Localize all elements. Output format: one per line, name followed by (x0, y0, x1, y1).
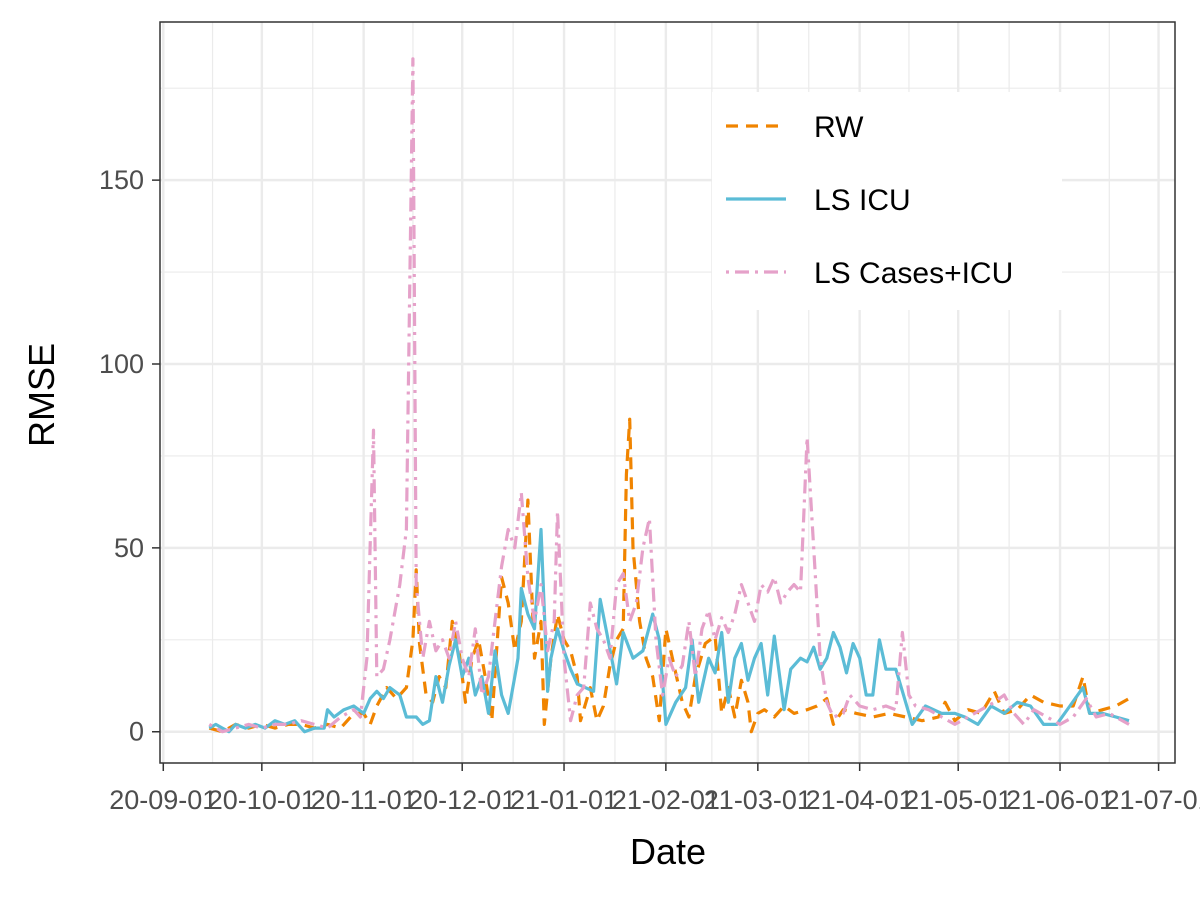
panel-border (159, 21, 1176, 764)
x-tick-label: 21-05-01 (904, 785, 1012, 815)
x-tick-label: 20-11-01 (311, 785, 417, 815)
x-tick-label: 21-03-01 (704, 785, 812, 815)
x-tick-label: 20-10-01 (208, 785, 316, 815)
y-tick-label: 100 (99, 349, 144, 379)
legend: RW LS ICU LS Cases+ICU (712, 92, 1062, 310)
y-axis: 0 50 100 150 (99, 165, 160, 747)
legend-label: LS Cases+ICU (814, 257, 1013, 290)
y-tick-label: 0 (129, 717, 144, 747)
x-axis-title: Date (630, 831, 706, 872)
series-line-rw (208, 417, 1130, 734)
x-tick-label: 20-09-01 (109, 785, 217, 815)
x-tick-label: 21-07-01 (1105, 785, 1200, 815)
y-tick-label: 50 (114, 533, 144, 563)
x-tick-label: 20-12-01 (408, 785, 516, 815)
x-tick-label: 21-06-01 (1006, 785, 1114, 815)
y-axis-title: RMSE (21, 343, 62, 447)
y-tick-label: 150 (99, 165, 144, 195)
series-layer (208, 57, 1130, 734)
x-axis: 20-09-0120-10-0120-11-0120-12-0121-01-01… (109, 763, 1200, 815)
x-tick-label: 21-02-01 (612, 785, 720, 815)
legend-background (712, 92, 1062, 310)
series-line-ls-cases-icu (208, 57, 1130, 734)
x-tick-label: 21-04-01 (806, 785, 914, 815)
legend-label: RW (814, 111, 864, 144)
series-line-ls-icu (208, 527, 1130, 734)
x-tick-label: 21-01-01 (510, 785, 618, 815)
legend-label: LS ICU (814, 184, 911, 217)
